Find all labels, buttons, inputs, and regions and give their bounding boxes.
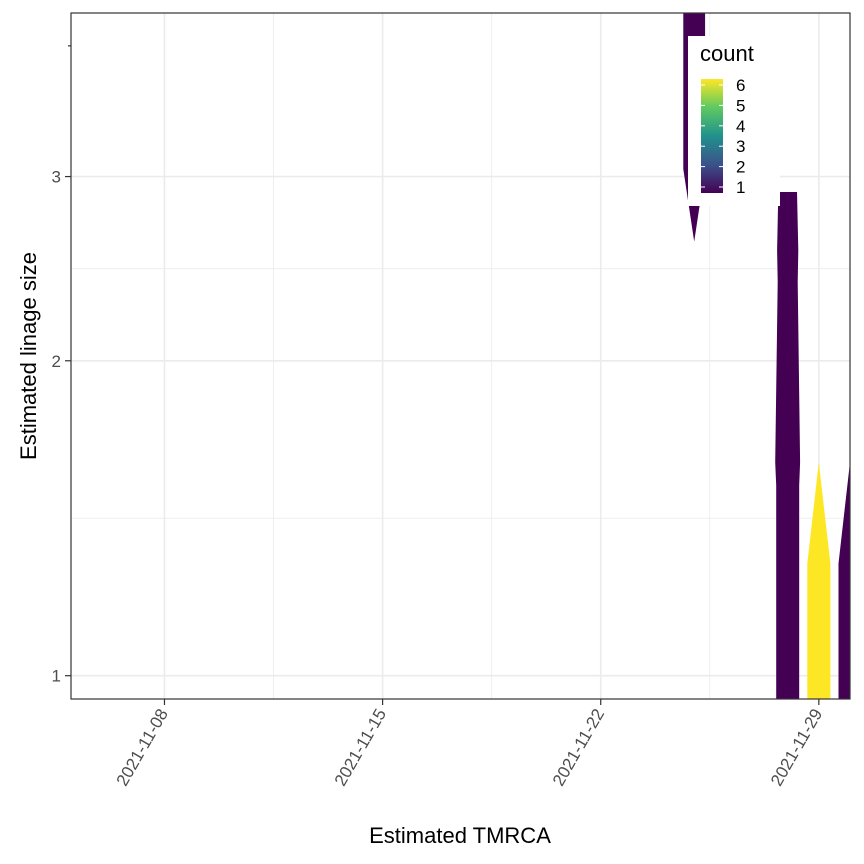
x-tick-label: 2021-11-22 xyxy=(549,706,608,790)
legend-label: 1 xyxy=(736,178,745,197)
y-tick-label: 2 xyxy=(52,352,61,371)
violin-2021-11-30 xyxy=(838,462,850,699)
legend-labels: 65 43 21 xyxy=(701,76,745,197)
x-axis-title: Estimated TMRCA xyxy=(369,823,551,848)
colorbar xyxy=(701,79,723,193)
legend-label: 5 xyxy=(736,96,745,115)
x-axis: 2021-11-08 2021-11-15 2021-11-22 2021-11-29 xyxy=(113,699,826,790)
x-tick-label: 2021-11-08 xyxy=(113,706,172,790)
grid-major xyxy=(71,13,850,699)
legend: count 65 43 21 xyxy=(688,36,780,206)
violin-2021-11-28 xyxy=(775,192,801,699)
grid-minor xyxy=(71,13,850,699)
x-tick-label: 2021-11-15 xyxy=(331,706,390,790)
legend-label: 2 xyxy=(736,158,745,177)
y-axis: 1 2 3 xyxy=(52,45,71,686)
y-tick-label: 3 xyxy=(52,168,61,187)
panel-border xyxy=(70,12,851,700)
legend-label: 4 xyxy=(736,117,745,136)
violin-2021-11-29 xyxy=(807,462,831,699)
y-axis-title: Estimated linage size xyxy=(16,252,41,460)
legend-title: count xyxy=(700,41,754,66)
y-tick-label: 1 xyxy=(52,667,61,686)
legend-label: 6 xyxy=(736,76,745,95)
legend-label: 3 xyxy=(736,137,745,156)
x-tick-label: 2021-11-29 xyxy=(767,706,826,790)
